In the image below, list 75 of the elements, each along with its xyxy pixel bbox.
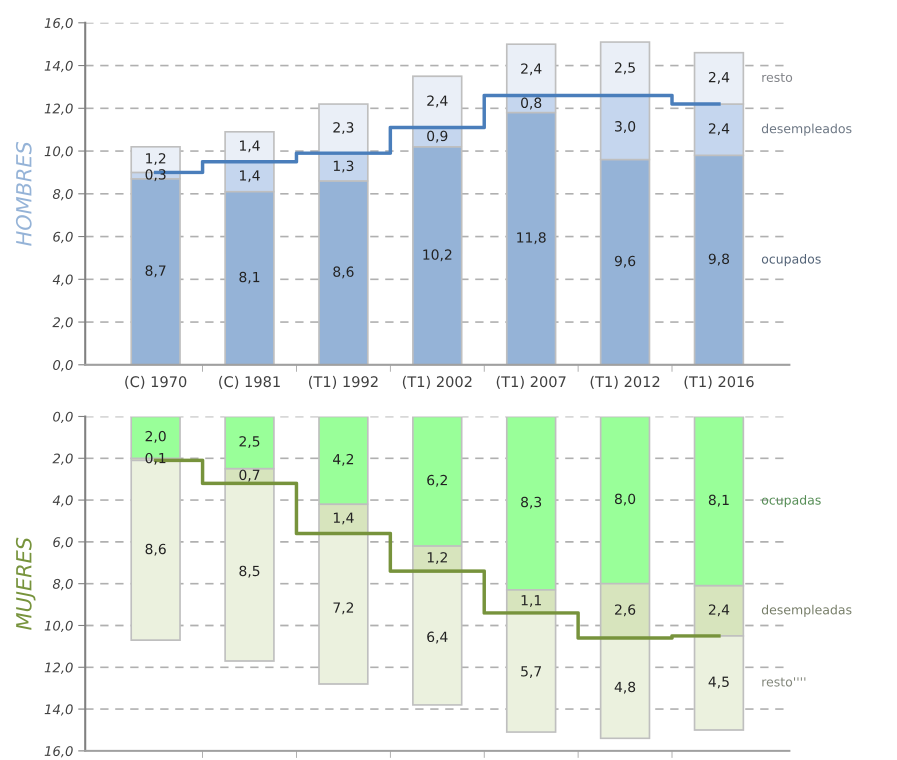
data-label: 8,7 bbox=[146, 265, 166, 278]
y-axis-title: HOMBRES bbox=[16, 142, 32, 246]
y-tick-label: 12,0 bbox=[44, 662, 73, 674]
data-label: 4,2 bbox=[333, 454, 354, 466]
y-tick-label: 0,0 bbox=[53, 360, 73, 372]
x-tick-label: (T1) 2012 bbox=[590, 376, 660, 389]
y-tick-label: 14,0 bbox=[44, 704, 73, 716]
y-tick-label: 8,0 bbox=[52, 189, 73, 200]
y-tick-label: 4,0 bbox=[52, 495, 73, 507]
data-label: 0,1 bbox=[146, 452, 166, 465]
x-tick-label: (T1) 2007 bbox=[496, 376, 566, 389]
y-tick-label: 0,0 bbox=[53, 412, 73, 424]
y-axis-title: MUJERES bbox=[16, 538, 36, 630]
x-tick-label: (T1) 1992 bbox=[308, 376, 378, 389]
data-label: 8,5 bbox=[239, 566, 260, 578]
data-label: 1,2 bbox=[146, 153, 166, 166]
data-label: 7,2 bbox=[333, 602, 354, 614]
y-tick-label: 8,0 bbox=[52, 578, 73, 590]
x-tick-label: (T1) 2016 bbox=[684, 376, 754, 389]
data-label: 9,6 bbox=[614, 256, 636, 268]
series-label: desempleadas bbox=[762, 604, 852, 617]
data-label: 6,4 bbox=[427, 632, 448, 644]
data-label: 4,5 bbox=[708, 676, 729, 688]
data-label: 2,0 bbox=[146, 430, 166, 443]
data-label: 2,4 bbox=[708, 72, 730, 84]
y-tick-label: 10,0 bbox=[44, 620, 73, 632]
y-tick-label: 6,0 bbox=[53, 232, 73, 244]
series-label: ocupadas bbox=[762, 495, 821, 508]
x-tick-label: (C) 1981 bbox=[219, 376, 280, 389]
y-tick-label: 2,0 bbox=[52, 317, 73, 329]
data-label: 8,6 bbox=[333, 266, 354, 278]
data-label: 0,8 bbox=[521, 98, 542, 110]
series-label: desempleados bbox=[762, 124, 852, 136]
data-label: 6,2 bbox=[427, 474, 447, 487]
data-label: 0,9 bbox=[427, 130, 448, 143]
data-label: 1,4 bbox=[240, 140, 260, 152]
data-label: 2,4 bbox=[521, 63, 542, 76]
data-label: 2,6 bbox=[615, 604, 636, 616]
data-label: 2,3 bbox=[333, 122, 354, 134]
data-label: 5,7 bbox=[521, 666, 542, 678]
data-label: 8,1 bbox=[708, 494, 729, 507]
y-tick-label: 16,0 bbox=[44, 18, 73, 30]
data-label: 1,4 bbox=[334, 512, 354, 524]
y-tick-label: 12,0 bbox=[44, 104, 73, 115]
y-tick-label: 6,0 bbox=[53, 537, 73, 548]
data-label: 3,0 bbox=[615, 121, 636, 133]
data-label: 8,6 bbox=[146, 544, 166, 556]
y-tick-label: 4,0 bbox=[52, 274, 73, 286]
data-label: 0,7 bbox=[239, 470, 260, 482]
series-label: ocupados bbox=[762, 254, 821, 266]
data-label: 1,2 bbox=[428, 552, 447, 564]
y-tick-label: 10,0 bbox=[44, 146, 73, 158]
data-label: 2,5 bbox=[615, 62, 635, 74]
x-tick-label: (T1) 2002 bbox=[402, 376, 472, 389]
y-tick-label: 2,0 bbox=[52, 454, 73, 465]
data-label: 9,8 bbox=[708, 254, 730, 266]
y-tick-label: 16,0 bbox=[44, 746, 73, 758]
series-label: resto'''' bbox=[762, 677, 806, 687]
data-label: 11,8 bbox=[517, 232, 546, 244]
data-label: 10,2 bbox=[423, 249, 452, 262]
series-label: resto bbox=[762, 73, 792, 82]
data-label: 2,5 bbox=[239, 436, 260, 448]
data-label: 4,8 bbox=[614, 682, 636, 694]
data-label: 8,3 bbox=[521, 496, 542, 509]
data-label: 1,1 bbox=[522, 595, 541, 607]
x-tick-label: (C) 1970 bbox=[125, 376, 186, 389]
data-label: 0,3 bbox=[146, 169, 166, 182]
data-label: 1,4 bbox=[240, 170, 260, 182]
y-tick-label: 14,0 bbox=[44, 60, 73, 72]
data-label: 8,0 bbox=[614, 494, 636, 506]
data-label: 8,1 bbox=[239, 272, 260, 284]
data-label: 2,4 bbox=[427, 95, 448, 108]
data-label: 2,4 bbox=[708, 123, 730, 136]
data-label: 2,4 bbox=[708, 604, 730, 616]
data-label: 1,3 bbox=[334, 160, 354, 173]
